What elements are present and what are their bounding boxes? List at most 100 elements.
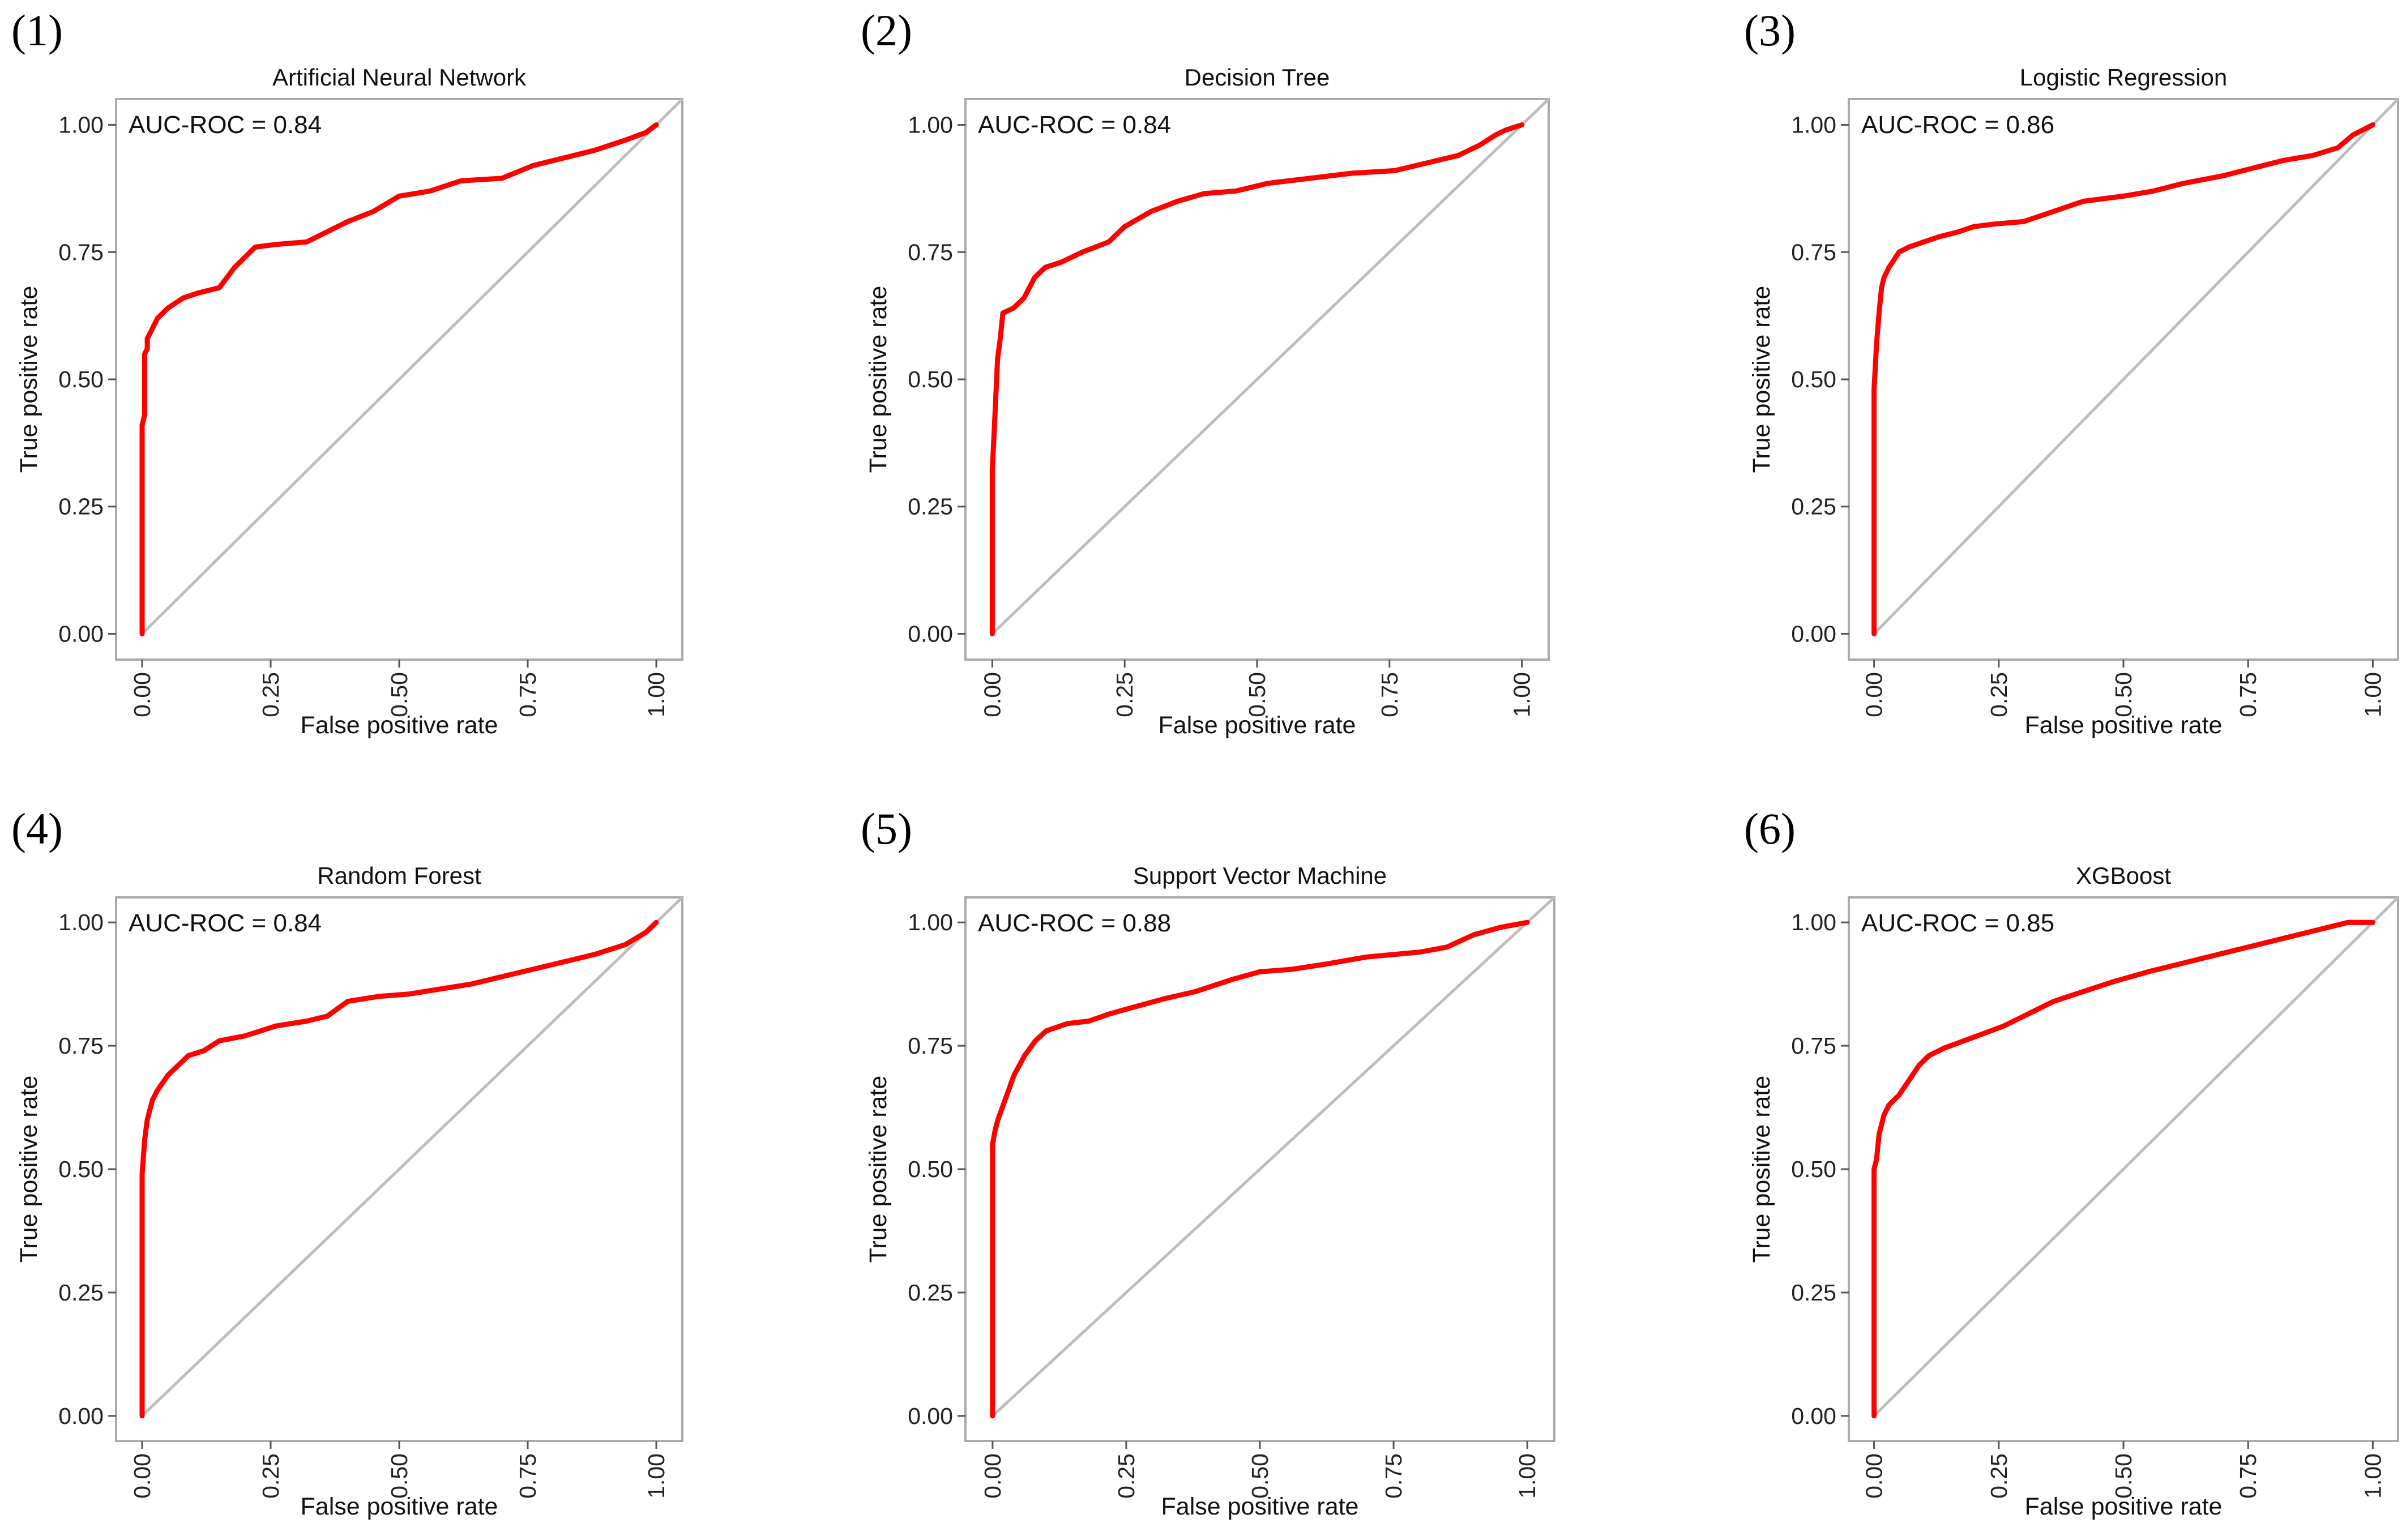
y-tick-label: 1.00 — [908, 112, 953, 138]
diagonal-reference-line — [141, 896, 683, 1417]
y-tick-label: 0.00 — [1791, 621, 1836, 647]
auc-annotation: AUC-ROC = 0.86 — [1861, 111, 2054, 139]
x-tick-label: 0.50 — [1244, 672, 1270, 717]
x-tick-label: 1.00 — [1514, 1453, 1540, 1499]
x-tick-label: 0.00 — [980, 1453, 1006, 1499]
x-tick-label: 0.50 — [2110, 1453, 2136, 1499]
y-axis-label: True positive rate — [865, 286, 892, 473]
y-tick-label: 0.50 — [58, 1156, 104, 1182]
y-tick-label: 0.25 — [1791, 1280, 1836, 1306]
y-tick-label: 0.75 — [908, 239, 953, 265]
x-axis-label: False positive rate — [301, 1493, 498, 1520]
x-tick-label: 1.00 — [643, 1453, 669, 1499]
x-tick-label: 0.50 — [2110, 672, 2136, 717]
x-tick-label: 0.75 — [1381, 1453, 1407, 1499]
chart-title: Logistic Regression — [2020, 64, 2228, 91]
x-tick-label: 0.25 — [258, 1453, 284, 1499]
x-tick-label: 0.00 — [129, 1453, 155, 1499]
x-tick-label: 0.00 — [1861, 672, 1887, 717]
y-tick-label: 1.00 — [58, 112, 104, 138]
x-tick-label: 1.00 — [2360, 1453, 2386, 1499]
roc-panel-4: (4) Random Forest 0.00 0.25 0.50 0.75 1.00 0.00… — [11, 804, 683, 1520]
auc-annotation: AUC-ROC = 0.84 — [129, 111, 322, 139]
x-tick-label: 0.50 — [386, 1453, 412, 1499]
auc-annotation: AUC-ROC = 0.84 — [978, 111, 1171, 139]
y-tick-label: 0.50 — [908, 1156, 953, 1182]
x-tick-label: 0.00 — [1861, 1453, 1887, 1499]
diagonal-reference-line — [1873, 98, 2399, 635]
y-tick-label: 1.00 — [58, 909, 104, 935]
diagonal-reference-line — [991, 98, 1550, 635]
y-axis-label: True positive rate — [15, 1076, 42, 1263]
y-tick-label: 0.25 — [908, 494, 953, 520]
y-tick-label: 0.75 — [58, 1033, 104, 1059]
y-tick-label: 0.25 — [58, 1280, 104, 1306]
auc-annotation: AUC-ROC = 0.84 — [129, 909, 322, 937]
x-tick-label: 0.25 — [258, 672, 284, 717]
diagonal-reference-line — [1873, 896, 2399, 1417]
x-tick-label: 0.25 — [1986, 1453, 2012, 1499]
x-tick-label: 0.25 — [1113, 1453, 1139, 1499]
x-axis-label: False positive rate — [1161, 1493, 1359, 1520]
diagonal-reference-line — [992, 896, 1555, 1417]
y-tick-label: 0.50 — [1791, 1156, 1836, 1182]
chart-title: Support Vector Machine — [1133, 862, 1387, 889]
y-axis-label: True positive rate — [1748, 286, 1775, 473]
roc-curve — [989, 122, 1525, 636]
chart-title: XGBoost — [2076, 862, 2171, 889]
panel-label: (5) — [861, 804, 912, 853]
x-tick-label: 0.75 — [2235, 1453, 2261, 1499]
x-tick-label: 0.75 — [515, 672, 541, 717]
roc-curve — [1871, 122, 2375, 636]
x-tick-label: 0.00 — [129, 672, 155, 717]
y-tick-label: 0.50 — [908, 366, 953, 392]
x-axis-label: False positive rate — [2025, 712, 2223, 739]
x-axis-label: False positive rate — [301, 712, 498, 739]
roc-panel-1: (1) Artificial Neural Network 0.00 0.25 0.50… — [11, 6, 683, 739]
roc-panel-3: (3) Logistic Regression 0.00 0.25 0.50 0.75 1.… — [1744, 6, 2399, 739]
roc-curve — [1871, 919, 2375, 1419]
x-tick-label: 0.50 — [386, 672, 412, 717]
panel-label: (6) — [1744, 804, 1796, 853]
y-axis-label: True positive rate — [15, 286, 42, 473]
y-tick-label: 1.00 — [1791, 909, 1836, 935]
chart-title: Random Forest — [317, 862, 481, 889]
y-tick-label: 0.00 — [58, 621, 104, 647]
roc-panel-5: (5) Support Vector Machine 0.00 0.25 0.50 0.7… — [861, 804, 1555, 1520]
y-tick-label: 0.25 — [1791, 494, 1836, 520]
roc-curve — [990, 919, 1530, 1419]
chart-title: Decision Tree — [1185, 64, 1330, 91]
y-tick-label: 0.50 — [58, 366, 104, 392]
roc-curve — [139, 919, 659, 1419]
y-tick-label: 0.50 — [1791, 366, 1836, 392]
x-tick-label: 0.75 — [515, 1453, 541, 1499]
y-tick-label: 0.25 — [58, 494, 104, 520]
x-axis-label: False positive rate — [1159, 712, 1356, 739]
y-axis-label: True positive rate — [1748, 1076, 1775, 1263]
x-tick-label: 0.00 — [979, 672, 1005, 717]
x-tick-label: 0.75 — [2235, 672, 2261, 717]
y-tick-label: 1.00 — [1791, 112, 1836, 138]
chart-title: Artificial Neural Network — [272, 64, 527, 91]
y-tick-label: 0.75 — [1791, 1033, 1836, 1059]
x-tick-label: 0.25 — [1986, 672, 2012, 717]
x-tick-label: 0.75 — [1377, 672, 1403, 717]
y-tick-label: 0.75 — [58, 239, 104, 265]
y-tick-label: 0.00 — [908, 621, 953, 647]
roc-curve — [139, 122, 659, 636]
roc-panel-6: (6) XGBoost 0.00 0.25 0.50 0.75 1.00 0.00 0.25 0.… — [1744, 804, 2399, 1520]
x-tick-label: 1.00 — [1509, 672, 1535, 717]
y-tick-label: 0.25 — [908, 1280, 953, 1306]
roc-panel-2: (2) Decision Tree 0.00 0.25 0.50 0.75 1.00 0.00… — [861, 6, 1550, 739]
y-tick-label: 0.00 — [58, 1403, 104, 1429]
y-tick-label: 0.00 — [908, 1403, 953, 1429]
y-tick-label: 0.00 — [1791, 1403, 1836, 1429]
x-tick-label: 1.00 — [643, 672, 669, 717]
x-tick-label: 0.25 — [1112, 672, 1138, 717]
x-tick-label: 1.00 — [2360, 672, 2386, 717]
panel-label: (1) — [11, 6, 63, 55]
panel-label: (2) — [861, 6, 912, 55]
panel-label: (4) — [11, 804, 63, 853]
y-tick-label: 1.00 — [908, 909, 953, 935]
